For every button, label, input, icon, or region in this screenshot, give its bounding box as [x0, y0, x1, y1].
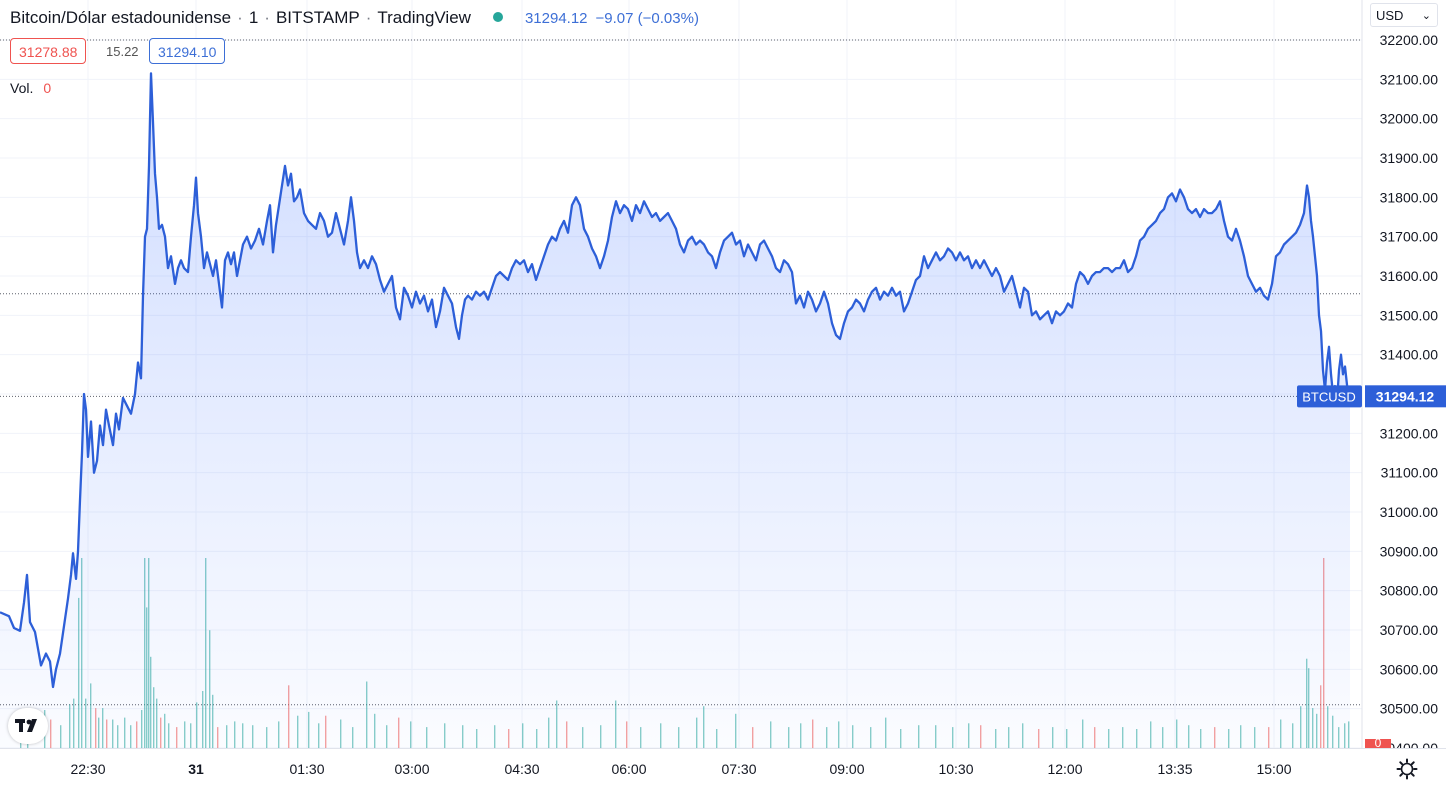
price-tick-label: 32000.00: [1380, 111, 1439, 127]
price-tick-label: 30800.00: [1380, 583, 1439, 599]
time-tick-label: 22:30: [70, 761, 105, 777]
price-tick-label: 31900.00: [1380, 150, 1439, 166]
time-tick-label: 15:00: [1256, 761, 1291, 777]
price-change: −9.07 (−0.03%): [595, 10, 699, 27]
time-tick-label: 04:30: [504, 761, 539, 777]
last-price-axis-label: 31294.12: [1365, 385, 1446, 408]
time-axis[interactable]: 22:30 31 01:30 03:00 04:30 06:00 07:30 09:00 10:…: [0, 748, 1446, 790]
price-axis-background: [1362, 0, 1446, 748]
separator-dot: ·: [264, 8, 270, 27]
price-tick-label: 31100.00: [1381, 465, 1439, 481]
price-tick-label: 30600.00: [1380, 661, 1439, 677]
data-source: TradingView: [377, 8, 471, 27]
volume-axis-label: 0: [1365, 736, 1391, 750]
price-line: [0, 72, 1351, 689]
price-area-fill: [0, 73, 1350, 748]
price-tick-label: 32200.00: [1380, 32, 1439, 48]
price-tick-label: 31700.00: [1380, 229, 1439, 245]
chevron-down-icon: ⌄: [1421, 10, 1431, 22]
svg-text:0: 0: [1375, 736, 1382, 750]
price-tick-label: 31800.00: [1380, 189, 1439, 205]
svg-text:31294.12: 31294.12: [1376, 388, 1435, 404]
symbol-price-label: BTCUSD: [1297, 385, 1362, 408]
time-axis-background: [0, 748, 1446, 790]
price-tick-label: 30900.00: [1380, 543, 1439, 559]
currency-value: USD: [1376, 8, 1404, 23]
interval: 1: [248, 8, 259, 27]
price-tick-label: 31600.00: [1380, 268, 1439, 284]
time-tick-label: 01:30: [289, 761, 324, 777]
price-tick-label: 30500.00: [1380, 701, 1439, 717]
separator-dot: ·: [365, 8, 372, 27]
symbol-header[interactable]: Bitcoin/Dólar estadounidense · 1 · BITSTAMP ·…: [10, 8, 699, 28]
axis-price-labels: BTCUSD 31294.12 0: [1297, 385, 1446, 750]
last-price: 31294.12: [524, 10, 588, 27]
gear-icon[interactable]: [1396, 758, 1418, 780]
volume-value: 0: [43, 80, 52, 96]
bid-price-button[interactable]: 31278.88: [10, 38, 87, 64]
ask-price-button[interactable]: 31294.10: [149, 38, 226, 64]
time-tick-label: 31: [188, 761, 204, 777]
separator-dot: ·: [237, 8, 243, 27]
time-tick-label: 12:00: [1047, 761, 1082, 777]
price-tick-label: 30700.00: [1380, 622, 1439, 638]
price-axis[interactable]: 32200.00 32100.00 32000.00 31900.00 31800.00…: [1361, 0, 1446, 756]
exchange: BITSTAMP: [275, 8, 360, 27]
price-tick-label: 32100.00: [1380, 71, 1439, 87]
price-tick-label: 31500.00: [1380, 307, 1439, 323]
time-tick-label: 09:00: [829, 761, 864, 777]
price-tick-label: 31000.00: [1380, 504, 1439, 520]
currency-selector[interactable]: USD ⌄: [1370, 3, 1438, 27]
tradingview-logo-icon[interactable]: [8, 708, 48, 744]
volume-legend[interactable]: Vol. 0: [10, 80, 51, 96]
time-tick-label: 13:35: [1157, 761, 1192, 777]
symbol-name: Bitcoin/Dólar estadounidense: [10, 8, 232, 27]
volume-label: Vol.: [10, 80, 34, 96]
svg-text:BTCUSD: BTCUSD: [1302, 389, 1355, 404]
time-tick-label: 06:00: [611, 761, 646, 777]
price-tick-label: 31400.00: [1380, 347, 1439, 363]
price-tick-label: 31200.00: [1380, 425, 1439, 441]
time-tick-label: 07:30: [721, 761, 756, 777]
market-status-icon: [492, 12, 503, 22]
time-tick-label: 10:30: [938, 761, 973, 777]
time-tick-label: 03:00: [394, 761, 429, 777]
spread-value: 15.22: [106, 44, 139, 59]
